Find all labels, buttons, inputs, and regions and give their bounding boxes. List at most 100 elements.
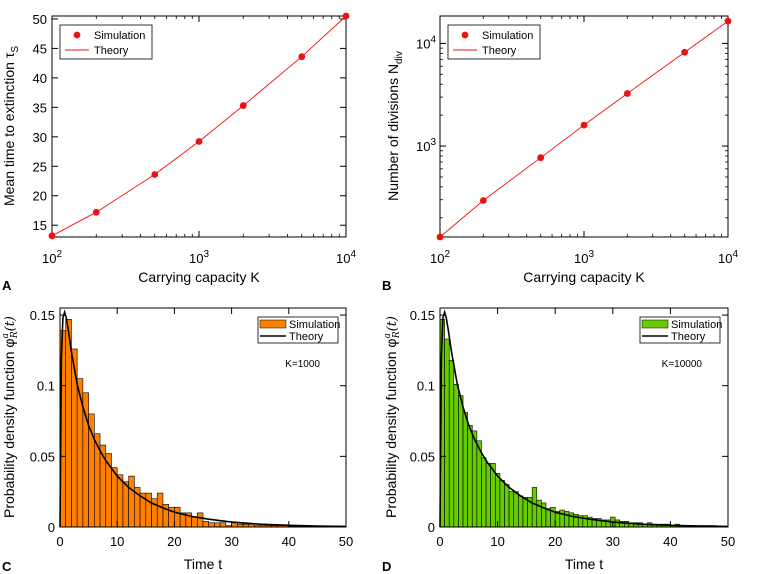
panel-a-y-tick-label: 25: [33, 159, 47, 174]
panel-a-legend-label-theory: Theory: [94, 45, 129, 57]
panel-a-x-tick-label: 103: [189, 249, 209, 266]
panel-b-simulation-point: [681, 48, 689, 56]
panel-c-histogram-bar: [156, 492, 164, 528]
panel-c-legend-label-theory: Theory: [289, 331, 324, 343]
panel-d-histogram-bar: [513, 491, 519, 528]
panel-d-histogram-bar: [508, 491, 515, 528]
panel-d-histogram-bar: [453, 383, 459, 528]
panel-d-y-tick-label: 0.15: [410, 308, 435, 323]
panel-c-x-tick-label: 50: [339, 534, 353, 549]
panel-d-histogram-bar: [614, 519, 621, 528]
panel-d-histogram-bar: [471, 430, 478, 528]
panel-c-histogram-bar: [219, 522, 227, 528]
panel-d-histogram-bar: [518, 495, 524, 528]
panel-d-histogram-bar: [522, 497, 528, 528]
panel-c-x-tick-label: 40: [282, 534, 296, 549]
panel-c-histogram-bar: [174, 506, 181, 528]
panel-c-histogram-bar: [82, 392, 89, 528]
panel-d-histogram-bar: [504, 484, 510, 528]
panel-a-axes-frame: [51, 15, 347, 238]
panel-c-histogram-bar: [122, 481, 129, 528]
panel-c-legend-label-simulation: Simulation: [289, 319, 340, 331]
panel-c-theory-curve: [59, 309, 347, 528]
panel-b-y-axis-label: Number of divisions Ndiv: [385, 51, 405, 201]
panel-d-histogram-bar: [536, 499, 542, 528]
panel-d-theory-curve: [439, 309, 729, 528]
panel-a-y-tick-label: 50: [33, 12, 47, 27]
panel-b-axes-frame: [439, 15, 729, 238]
panel-d-annotation: K=10000: [662, 359, 703, 370]
panel-a-x-tick-label: 102: [42, 249, 62, 266]
panel-b-simulation-point: [724, 17, 732, 25]
panel-c-histogram-bar: [196, 512, 204, 528]
panel-label-b: B: [382, 278, 391, 293]
panel-a-x-axis-label: Carrying capacity K: [138, 269, 260, 285]
panel-a-y-tick-label: 20: [33, 189, 47, 204]
panel-d-histogram-bar: [485, 463, 491, 528]
panel-b-simulation-point: [479, 197, 487, 204]
panel-b-legend-marker-simulation: [461, 31, 469, 39]
panel-d-histogram-bar: [444, 338, 450, 528]
panel-a-simulation-point: [151, 171, 159, 178]
panel-a-y-tick-label: 45: [33, 41, 47, 56]
panel-b-legend-box: [447, 24, 541, 60]
panel-c-histogram-k1000: 0 10 20 30 40 50 0 0.05 0.1 0.15 Time t Probability…: [1, 307, 353, 572]
panel-d-histogram-bar: [467, 424, 473, 528]
panel-d-legend-label-simulation: Simulation: [671, 319, 722, 331]
panel-a-y-tick-label: 40: [33, 71, 47, 86]
panel-b-simulation-point: [580, 121, 588, 129]
panel-label-d: D: [382, 559, 391, 574]
panel-a-simulation-point: [298, 53, 306, 61]
panel-d-y-axis-label: Probability density function φaR(t): [383, 316, 402, 518]
panel-b-y-tick-label: 104: [416, 34, 436, 51]
panel-c-histogram-bar: [111, 467, 118, 528]
panel-a-simulation-point: [195, 138, 203, 145]
panel-d-x-tick-label: 0: [436, 534, 443, 549]
panel-b-number-of-divisions: 102 103 104 103 104 Carrying capacity K Number…: [385, 15, 738, 285]
panel-a-x-tick-label: 104: [336, 249, 356, 266]
panel-c-x-tick-label: 20: [167, 534, 181, 549]
panel-a-y-tick-label: 35: [33, 100, 47, 115]
panel-b-simulation-point: [537, 154, 545, 162]
panel-a-simulation-point: [48, 232, 56, 240]
panel-b-x-tick-label: 102: [430, 249, 450, 266]
panel-c-histogram-bar: [116, 474, 124, 528]
panel-b-y-tick-label: 103: [416, 137, 436, 154]
panel-a-legend-label-simulation: Simulation: [94, 30, 145, 42]
panel-a-y-tick-label: 15: [33, 218, 47, 233]
panel-c-y-tick-label: 0.15: [30, 308, 55, 323]
panel-d-legend-label-theory: Theory: [671, 331, 706, 343]
panel-c-histogram-bar: [214, 522, 221, 528]
panel-d-y-tick-label: 0.05: [410, 449, 435, 464]
panel-d-histogram-bar: [448, 359, 455, 528]
panel-d-x-axis-label: Time t: [565, 556, 603, 572]
panel-a-legend-marker-simulation: [73, 31, 81, 39]
panel-d-histogram-bar: [494, 473, 501, 528]
panel-c-histogram-bar: [231, 522, 238, 528]
panel-a-y-tick-label: 30: [33, 130, 47, 145]
panel-c-x-tick-label: 30: [224, 534, 238, 549]
panel-c-axes-frame: [59, 307, 347, 528]
panel-c-x-axis-label: Time t: [184, 556, 222, 572]
panel-c-x-tick-label: 0: [56, 534, 63, 549]
panel-c-histogram-bar: [191, 516, 198, 528]
panel-b-x-tick-label: 103: [574, 249, 594, 266]
panel-d-x-tick-label: 50: [721, 534, 735, 549]
panel-b-legend-label-simulation: Simulation: [482, 30, 533, 42]
panel-c-histogram-bar: [128, 475, 135, 528]
panel-d-histogram-bar: [545, 508, 551, 528]
panel-d-histogram-bar: [499, 480, 505, 528]
panel-c-histogram-bar: [145, 492, 152, 528]
panel-d-x-tick-label: 20: [548, 534, 562, 549]
panel-c-legend-swatch-simulation: [259, 319, 287, 329]
panel-c-y-axis-label: Probability density function φaR(t): [1, 316, 20, 518]
panel-d-x-tick-label: 30: [606, 534, 620, 549]
panel-d-histogram-bar: [531, 487, 538, 528]
panel-d-axes-frame: [439, 307, 729, 528]
panel-d-histogram-bar: [458, 395, 464, 528]
panel-d-histogram-bar: [462, 412, 468, 528]
panel-b-x-tick-label: 104: [718, 249, 738, 266]
panel-b-simulation-point: [623, 90, 631, 97]
panel-c-x-tick-label: 10: [110, 534, 124, 549]
panel-c-histogram-bar: [202, 521, 210, 528]
